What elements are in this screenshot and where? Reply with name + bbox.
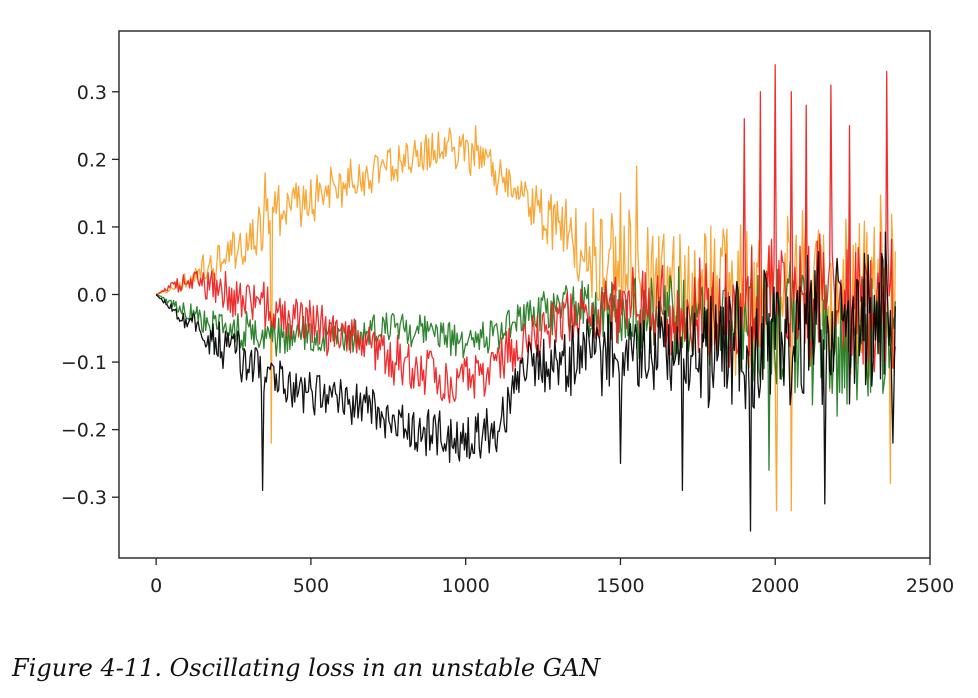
x-tick-label: 0 bbox=[150, 575, 162, 597]
y-tick-label: −0.2 bbox=[61, 420, 107, 442]
y-tick-label: 0.0 bbox=[77, 285, 107, 307]
y-tick-label: −0.1 bbox=[61, 352, 107, 374]
figure-caption: Figure 4-11. Oscillating loss in an unst… bbox=[12, 654, 601, 682]
y-tick-label: 0.2 bbox=[77, 149, 107, 171]
x-axis: 0 500 1000 1500 2000 2500 bbox=[150, 558, 954, 597]
x-tick-label: 2500 bbox=[906, 575, 954, 597]
chart-background bbox=[0, 0, 978, 640]
series-line-green bbox=[155, 260, 896, 471]
x-tick-label: 2000 bbox=[751, 575, 799, 597]
x-tick-label: 1000 bbox=[442, 575, 490, 597]
y-tick-label: −0.3 bbox=[61, 487, 107, 509]
y-axis: 0.3 0.2 0.1 0.0 −0.1 −0.2 −0.3 bbox=[61, 82, 119, 509]
series-layer bbox=[155, 64, 896, 532]
y-tick-label: 0.1 bbox=[77, 217, 107, 239]
x-tick-label: 500 bbox=[293, 575, 329, 597]
loss-chart: 0 500 1000 1500 2000 2500 0.3 0.2 0.1 0.0 −0.1 −0.… bbox=[0, 0, 978, 640]
series-line-red bbox=[156, 64, 896, 404]
y-tick-label: 0.3 bbox=[77, 82, 107, 104]
series-line-black bbox=[155, 231, 896, 532]
x-tick-label: 1500 bbox=[596, 575, 644, 597]
